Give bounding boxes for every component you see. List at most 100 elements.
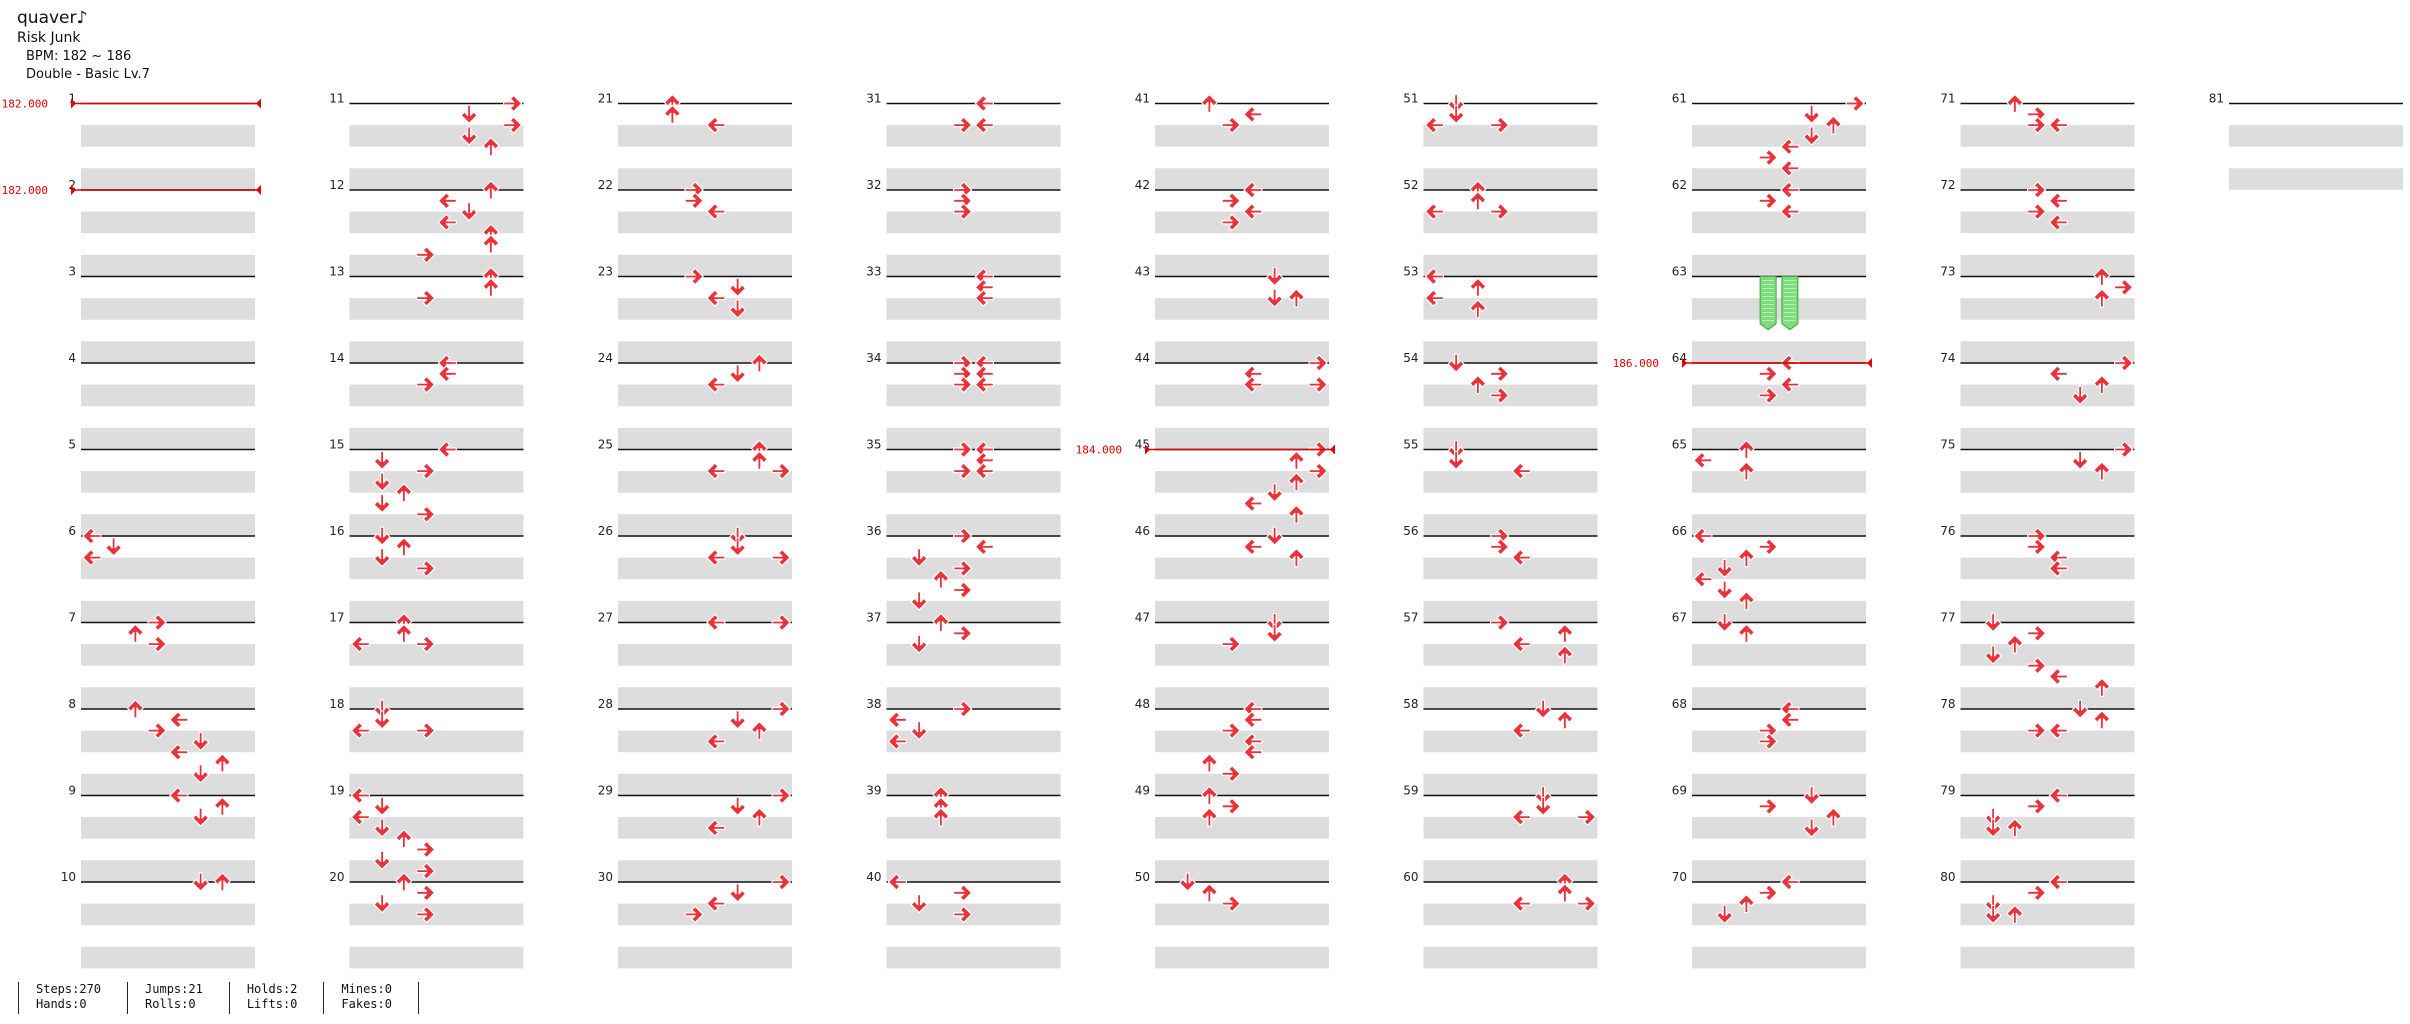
arrow-right-icon xyxy=(1221,721,1241,740)
arrow-down-icon xyxy=(1984,807,2002,827)
arrow-down-icon xyxy=(2071,450,2089,470)
measure-75: 75 xyxy=(1940,438,2135,536)
arrow-down-icon xyxy=(1266,483,1284,503)
measure-number: 29 xyxy=(598,784,613,798)
beat-band xyxy=(886,514,1061,536)
beat-band xyxy=(1155,341,1329,363)
measure-number: 61 xyxy=(1672,92,1687,106)
beat-band xyxy=(886,946,1061,969)
beat-band xyxy=(1692,817,1866,839)
arrow-right-icon xyxy=(953,116,973,134)
beat-band xyxy=(1960,903,2135,926)
arrow-up-icon xyxy=(1200,753,1218,773)
measure-number: 71 xyxy=(1940,92,1955,106)
measure-number: 6 xyxy=(68,524,76,538)
arrow-up-icon xyxy=(1287,288,1305,308)
beat-band xyxy=(81,600,255,623)
measure-14: 14 xyxy=(329,351,524,450)
arrow-right-icon xyxy=(684,267,704,286)
arrow-up-icon xyxy=(2006,818,2024,838)
arrow-left-icon xyxy=(2048,559,2068,578)
arrow-up-icon xyxy=(750,807,768,827)
measure-number: 63 xyxy=(1672,265,1687,279)
measure-number: 78 xyxy=(1940,697,1955,711)
beat-band xyxy=(618,773,792,796)
beat-band xyxy=(349,384,524,407)
arrow-up-icon xyxy=(1556,710,1574,730)
arrow-down-icon xyxy=(373,493,391,514)
beat-band xyxy=(1423,860,1598,882)
beat-band xyxy=(1423,254,1598,277)
beat-band xyxy=(1155,514,1329,536)
arrow-down-icon xyxy=(1984,818,2002,838)
beat-band xyxy=(1423,427,1598,450)
arrow-left-icon xyxy=(1693,451,1713,469)
hold-note xyxy=(1781,276,1799,331)
measure-number: 12 xyxy=(329,178,344,192)
beat-band xyxy=(1423,730,1598,753)
beat-band xyxy=(1960,557,2135,580)
arrow-right-icon xyxy=(953,462,973,480)
measure-number: 14 xyxy=(329,351,344,365)
beat-band xyxy=(349,946,524,969)
measure-36: 36 xyxy=(866,524,1061,623)
beat-band xyxy=(1423,514,1598,536)
beat-band xyxy=(81,211,255,234)
measure-34: 34 xyxy=(866,351,1061,450)
arrow-up-icon xyxy=(395,872,413,892)
arrow-down-icon xyxy=(373,850,391,870)
beat-band xyxy=(81,384,255,407)
measure-12: 12 xyxy=(329,178,524,277)
arrow-left-icon xyxy=(437,213,457,231)
arrow-down-icon xyxy=(729,299,747,319)
beat-band xyxy=(1155,600,1329,623)
arrow-up-icon xyxy=(750,720,768,741)
beat-band xyxy=(1960,687,2135,709)
arrow-left-icon xyxy=(169,743,189,761)
arrow-up-icon xyxy=(932,612,950,633)
arrow-down-icon xyxy=(1447,439,1465,460)
measure-2: 2 xyxy=(68,178,255,277)
measure-30: 30 xyxy=(598,870,792,969)
measure-55: 55 xyxy=(1403,438,1598,536)
beat-band xyxy=(1692,384,1866,407)
arrow-left-icon xyxy=(1424,267,1444,286)
arrow-left-icon xyxy=(1243,494,1263,513)
beat-band xyxy=(1423,600,1598,623)
arrow-right-icon xyxy=(953,624,973,642)
arrow-right-icon xyxy=(503,116,523,134)
arrow-up-icon xyxy=(932,569,950,589)
arrow-right-icon xyxy=(416,462,436,480)
measure-number: 38 xyxy=(866,697,881,711)
measure-10: 10 xyxy=(61,870,255,969)
measure-number: 46 xyxy=(1135,524,1150,538)
arrow-right-icon xyxy=(1758,538,1778,556)
measure-number: 16 xyxy=(329,524,344,538)
arrow-down-icon xyxy=(373,796,391,816)
beat-band xyxy=(886,384,1061,407)
arrow-right-icon xyxy=(1490,386,1510,404)
beat-band xyxy=(1692,687,1866,709)
arrow-down-icon xyxy=(1266,266,1284,287)
beat-band xyxy=(81,298,255,320)
measure-57: 57 xyxy=(1403,611,1598,709)
arrow-left-icon xyxy=(169,711,189,729)
arrow-left-icon xyxy=(706,613,726,632)
beat-band xyxy=(618,254,792,277)
measure-number: 10 xyxy=(61,870,76,884)
stat-jumps: Jumps:21 xyxy=(145,982,203,996)
measure-74: 74 xyxy=(1940,351,2135,450)
arrow-right-icon xyxy=(1308,462,1328,480)
arrow-down-icon xyxy=(373,818,391,838)
arrow-right-icon xyxy=(416,505,436,523)
measure-number: 79 xyxy=(1940,784,1955,798)
arrow-right-icon xyxy=(1758,148,1778,167)
arrow-up-icon xyxy=(663,104,681,124)
arrow-up-icon xyxy=(2093,266,2111,287)
beat-band xyxy=(349,427,524,450)
measure-number: 43 xyxy=(1135,265,1150,279)
arrow-up-icon xyxy=(395,483,413,503)
beat-band xyxy=(349,341,524,363)
measure-number: 39 xyxy=(866,784,881,798)
beat-band xyxy=(886,298,1061,320)
